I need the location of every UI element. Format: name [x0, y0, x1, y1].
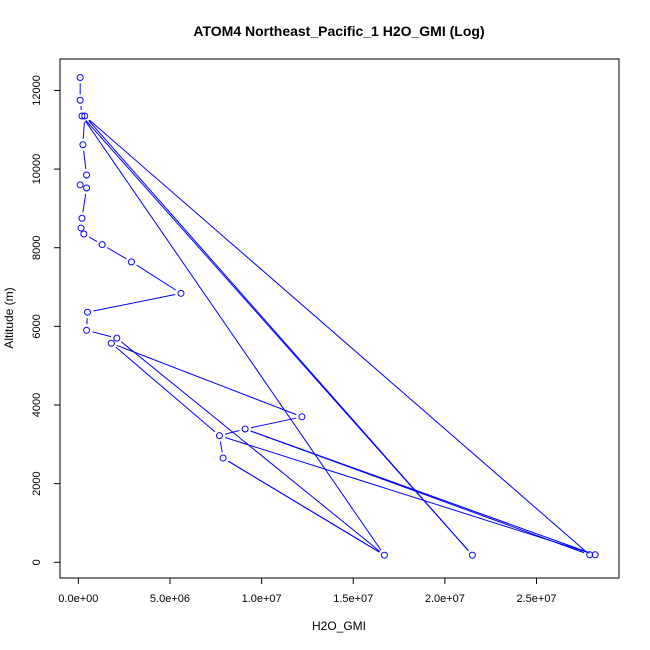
- series-segment: [250, 417, 297, 429]
- y-axis: 0 2000 4000 6000 8000 10000 12000: [31, 75, 61, 565]
- data-point: [127, 258, 135, 266]
- data-point: [380, 551, 388, 559]
- y-tick-label: 6000: [31, 314, 43, 338]
- series-segment: [121, 341, 381, 552]
- series-segment: [88, 119, 586, 552]
- data-point: [78, 214, 86, 222]
- series-segment: [219, 441, 223, 453]
- data-point: [83, 171, 91, 179]
- data-point: [241, 425, 249, 433]
- data-point: [98, 241, 106, 249]
- series-segment: [225, 437, 590, 554]
- data-point: [219, 454, 227, 462]
- data-point: [76, 181, 84, 189]
- x-tick-label: 2.5e+07: [516, 593, 556, 605]
- y-tick-label: 12000: [31, 75, 43, 106]
- data-point: [76, 96, 84, 104]
- data-point: [107, 339, 115, 347]
- data-point: [177, 289, 185, 297]
- x-tick-label: 0.0e+00: [58, 593, 98, 605]
- series-segment: [88, 236, 98, 243]
- series-segment: [84, 120, 382, 551]
- data-point: [83, 184, 91, 192]
- x-tick-label: 1.0e+07: [242, 593, 282, 605]
- series-segment: [82, 193, 87, 213]
- y-axis-label: Altitude (m): [2, 287, 16, 348]
- data-point: [468, 551, 476, 559]
- x-axis: 0.0e+00 5.0e+06 1.0e+07 1.5e+07 2.0e+07 2.5e+…: [58, 577, 557, 605]
- series-segment: [116, 344, 297, 416]
- y-tick-label: 4000: [31, 393, 43, 417]
- data-point: [586, 551, 594, 559]
- series-segment: [250, 430, 590, 554]
- series-segment: [83, 150, 87, 170]
- series-points: [76, 73, 599, 559]
- series-segment: [115, 346, 216, 433]
- series-lines: [79, 83, 590, 554]
- x-axis-label: H2O_GMI: [312, 619, 366, 633]
- y-tick-label: 0: [31, 559, 43, 565]
- data-point: [79, 141, 87, 149]
- data-point: [76, 73, 84, 81]
- data-point: [83, 308, 91, 316]
- data-point: [80, 230, 88, 238]
- series-segment: [82, 121, 85, 139]
- series-segment: [93, 294, 176, 312]
- data-point: [77, 224, 85, 232]
- x-tick-label: 2.0e+07: [425, 593, 465, 605]
- data-point: [83, 326, 91, 334]
- chart-title: ATOM4 Northeast_Pacific_1 H2O_GMI (Log): [193, 23, 484, 39]
- y-tick-label: 8000: [31, 235, 43, 259]
- x-tick-label: 1.5e+07: [333, 593, 373, 605]
- data-point: [298, 413, 306, 421]
- x-tick-label: 5.0e+06: [150, 593, 190, 605]
- data-point: [591, 551, 599, 559]
- data-point: [215, 432, 223, 440]
- series-segment: [228, 460, 380, 553]
- data-point: [81, 112, 89, 120]
- data-point: [78, 112, 86, 120]
- series-segment: [107, 247, 127, 260]
- y-tick-label: 10000: [31, 154, 43, 185]
- series-segment: [136, 264, 177, 291]
- series-segment: [92, 331, 112, 338]
- data-point: [113, 334, 121, 342]
- plot-frame: [59, 58, 620, 579]
- series-segment: [88, 120, 469, 552]
- y-tick-label: 2000: [31, 471, 43, 495]
